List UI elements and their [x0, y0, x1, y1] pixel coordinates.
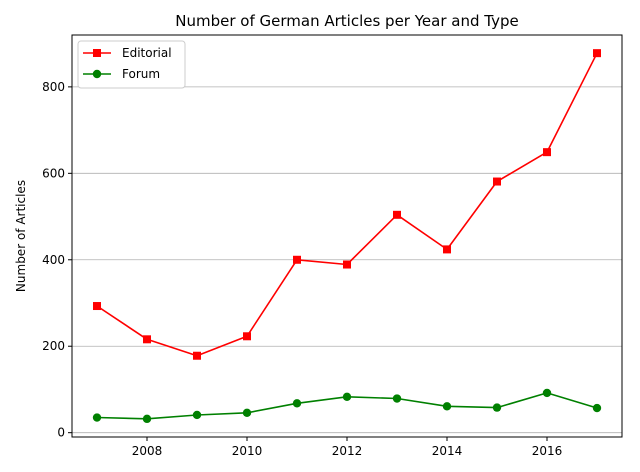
point-editorial-2013	[393, 210, 401, 219]
point-forum-2014	[442, 402, 452, 411]
y-tick-label-0: 0	[57, 426, 65, 440]
point-editorial-2015	[493, 177, 501, 186]
legend-label-forum: Forum	[122, 67, 160, 81]
y-tick-label-200: 200	[42, 339, 65, 353]
chart-title: Number of German Articles per Year and T…	[175, 12, 518, 30]
legend: Editorial Forum	[77, 40, 186, 89]
legend-marker-editorial	[93, 49, 101, 57]
point-editorial-2007	[93, 302, 101, 311]
legend-item-forum: Forum	[83, 67, 160, 81]
x-tick-label-2016: 2016	[532, 444, 563, 458]
point-forum-2007	[92, 413, 102, 422]
x-tick-label-2008: 2008	[132, 444, 163, 458]
point-editorial-2010	[243, 332, 251, 341]
plot-frame	[71, 34, 623, 438]
y-tick-label-600: 600	[42, 166, 65, 180]
point-forum-2008	[142, 414, 152, 424]
point-editorial-2008	[143, 335, 151, 344]
axis-ticks: 0 200 400 600 800 2008 2010 2012 2014 2016	[42, 80, 562, 458]
point-editorial-2011	[293, 255, 301, 264]
point-editorial-2009	[193, 351, 201, 360]
y-tick-label-800: 800	[42, 80, 65, 94]
y-tick-label-400: 400	[42, 253, 65, 267]
y-axis-label: Number of Articles	[14, 180, 28, 292]
point-editorial-2014	[443, 245, 451, 254]
point-forum-2012	[342, 392, 352, 401]
point-forum-2011	[292, 399, 302, 408]
series-editorial	[93, 49, 601, 360]
point-editorial-2016	[543, 148, 551, 157]
point-editorial-2017	[593, 49, 601, 58]
x-tick-label-2010: 2010	[232, 444, 263, 458]
point-forum-2010	[242, 408, 252, 417]
point-forum-2015	[492, 403, 502, 412]
point-editorial-2012	[343, 260, 351, 269]
series-line-editorial	[96, 52, 598, 357]
legend-label-editorial: Editorial	[122, 46, 172, 60]
legend-item-editorial: Editorial	[83, 46, 172, 60]
point-forum-2009	[192, 410, 202, 420]
series-layer	[92, 49, 602, 424]
x-tick-label-2014: 2014	[432, 444, 463, 458]
point-forum-2017	[592, 403, 602, 413]
x-tick-label-2012: 2012	[332, 444, 363, 458]
grid-lines	[72, 86, 622, 434]
series-forum	[92, 388, 602, 424]
point-forum-2016	[542, 388, 552, 398]
legend-marker-forum	[92, 69, 102, 79]
point-forum-2013	[392, 394, 402, 403]
